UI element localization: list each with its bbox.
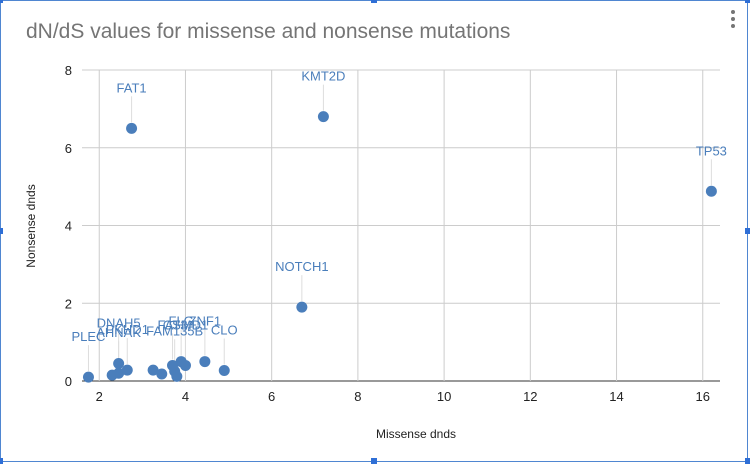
y-tick-labels: 0 2 4 6 8 — [65, 63, 72, 389]
data-point[interactable] — [218, 365, 230, 377]
y-tick-label: 4 — [65, 219, 72, 234]
x-tick-label: 6 — [268, 389, 275, 404]
data-point[interactable] — [167, 359, 179, 371]
chart-title: dN/dS values for missense and nonsense m… — [26, 20, 511, 43]
point-label: NOTCH1 — [275, 259, 328, 274]
point-label: PKHD1 — [106, 322, 149, 337]
point-label: FAT3 — [157, 317, 187, 332]
point-label: TP53 — [696, 143, 727, 158]
data-point[interactable] — [705, 185, 717, 197]
data-point[interactable] — [106, 369, 118, 381]
data-point[interactable] — [199, 356, 211, 368]
data-point[interactable] — [147, 364, 159, 376]
x-tick-label: 10 — [437, 389, 451, 404]
data-point[interactable] — [179, 359, 191, 371]
point-label: CSMD1 — [163, 317, 209, 332]
x-tick-label: 14 — [609, 389, 623, 404]
point-label: KMT2D — [301, 69, 345, 84]
resize-handle-bottom-left[interactable] — [0, 458, 3, 464]
point-label: ZNF1 — [189, 314, 222, 329]
data-point[interactable] — [121, 364, 133, 376]
data-point[interactable] — [156, 368, 168, 380]
resize-handle-left[interactable] — [0, 228, 3, 234]
data-point[interactable] — [113, 358, 125, 370]
data-point[interactable] — [317, 111, 329, 123]
x-axis-title: Missense dnds — [376, 427, 456, 441]
more-options-icon[interactable] — [728, 10, 738, 32]
data-point[interactable] — [171, 370, 183, 382]
y-axis-title: Nonsense dnds — [24, 184, 38, 267]
x-tick-label: 12 — [523, 389, 537, 404]
y-tick-label: 6 — [65, 141, 72, 156]
point-label: AHNAK — [96, 325, 141, 340]
x-tick-label: 2 — [96, 389, 103, 404]
data-point[interactable] — [126, 122, 138, 134]
resize-handle-bottom-right[interactable] — [745, 458, 750, 464]
point-label: FLG — [169, 314, 194, 329]
resize-handle-bottom[interactable] — [371, 458, 377, 464]
point-label: FAM135B — [146, 323, 203, 338]
y-tick-label: 2 — [65, 296, 72, 311]
resize-handle-top-left[interactable] — [0, 0, 3, 3]
data-point[interactable] — [82, 371, 94, 383]
data-points — [82, 111, 717, 383]
y-tick-label: 8 — [65, 63, 72, 78]
grid-lines — [82, 69, 720, 382]
x-tick-labels: 2 4 6 8 10 12 14 16 — [96, 389, 710, 404]
point-label: DNAH5 — [97, 316, 141, 331]
data-point[interactable] — [296, 301, 308, 313]
x-tick-label: 4 — [182, 389, 189, 404]
x-tick-label: 8 — [354, 389, 361, 404]
y-tick-label: 0 — [65, 374, 72, 389]
point-label: FAT1 — [117, 80, 147, 95]
point-label: PLEC — [71, 329, 105, 344]
resize-handle-right[interactable] — [745, 228, 750, 234]
x-tick-label: 16 — [696, 389, 710, 404]
resize-handle-top[interactable] — [371, 0, 377, 3]
point-label: CLO — [211, 323, 238, 338]
resize-handle-top-right[interactable] — [745, 0, 750, 3]
point-labels: FAT1KMT2DTP53NOTCH1PLECDNAH5AHNAKPKHD1FA… — [71, 69, 726, 344]
